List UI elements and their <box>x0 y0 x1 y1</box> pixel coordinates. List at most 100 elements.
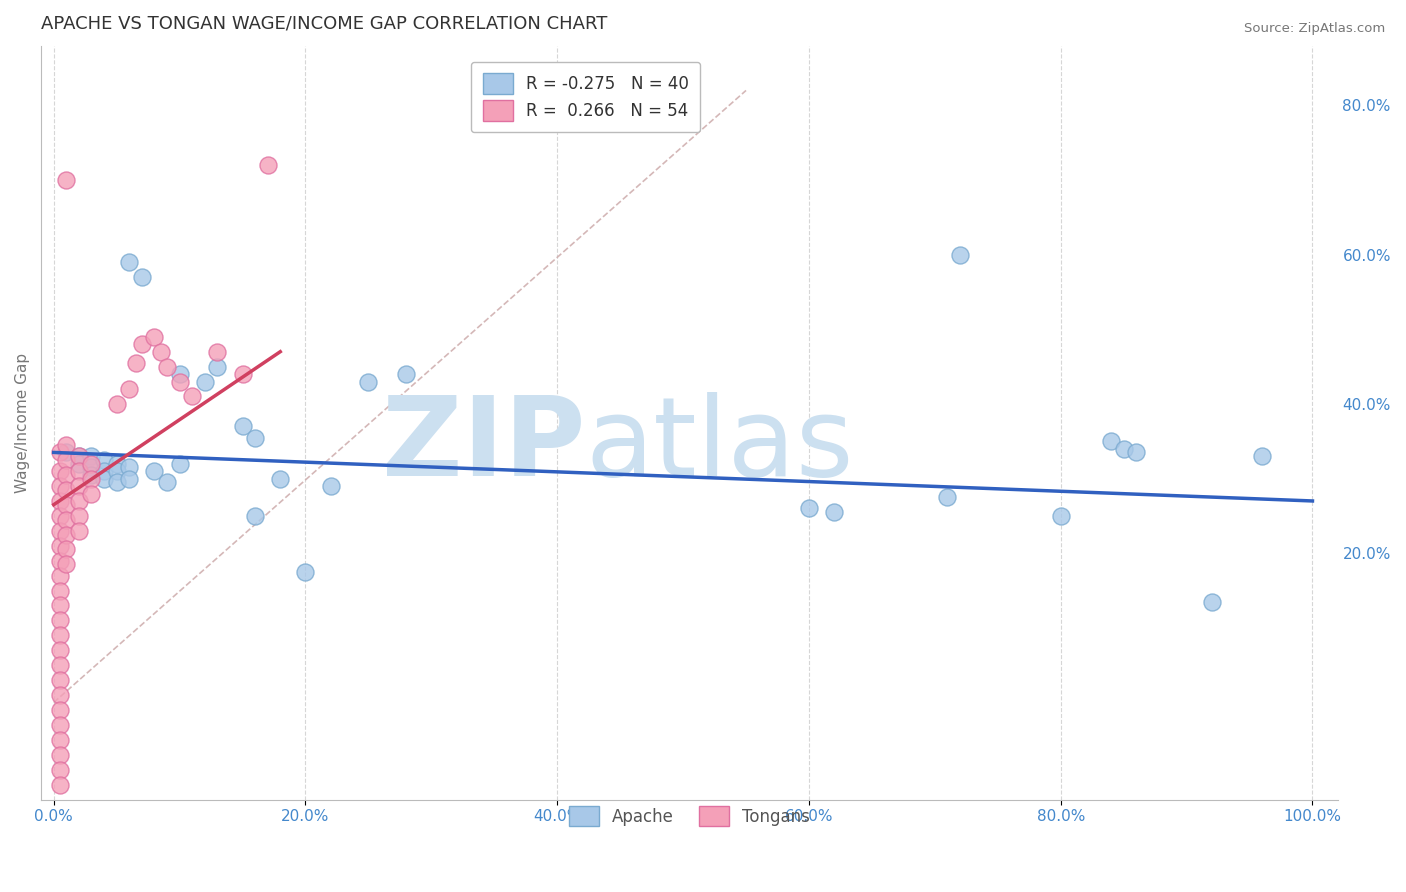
Point <box>118 472 141 486</box>
Point <box>118 460 141 475</box>
Point <box>294 565 316 579</box>
Point <box>49 445 72 459</box>
Point <box>156 475 179 490</box>
Point <box>269 472 291 486</box>
Point <box>80 460 103 475</box>
Point <box>1112 442 1135 456</box>
Point <box>93 464 115 478</box>
Point <box>93 472 115 486</box>
Point <box>67 457 90 471</box>
Point <box>80 449 103 463</box>
Point <box>49 658 72 673</box>
Point <box>105 475 128 490</box>
Point <box>49 747 72 762</box>
Point <box>49 673 72 687</box>
Point <box>124 356 146 370</box>
Point <box>105 464 128 478</box>
Point <box>395 367 418 381</box>
Point <box>143 330 166 344</box>
Point <box>194 375 217 389</box>
Point <box>169 457 191 471</box>
Point <box>169 375 191 389</box>
Point <box>49 718 72 732</box>
Point <box>949 247 972 261</box>
Point <box>49 703 72 717</box>
Point <box>1099 434 1122 449</box>
Point <box>67 494 90 508</box>
Point <box>55 438 77 452</box>
Point <box>105 457 128 471</box>
Point <box>936 490 959 504</box>
Point <box>49 599 72 613</box>
Point <box>49 732 72 747</box>
Point <box>169 367 191 381</box>
Point <box>80 457 103 471</box>
Point <box>797 501 820 516</box>
Point <box>93 453 115 467</box>
Point <box>67 479 90 493</box>
Point <box>49 508 72 523</box>
Point <box>55 513 77 527</box>
Point <box>118 255 141 269</box>
Point <box>55 467 77 482</box>
Point <box>49 688 72 702</box>
Text: Source: ZipAtlas.com: Source: ZipAtlas.com <box>1244 22 1385 36</box>
Point <box>156 359 179 374</box>
Point <box>49 763 72 777</box>
Legend: Apache, Tongans: Apache, Tongans <box>558 796 820 837</box>
Point <box>49 614 72 628</box>
Point <box>207 344 229 359</box>
Point <box>67 449 90 463</box>
Point <box>181 389 204 403</box>
Point <box>67 508 90 523</box>
Point <box>319 479 342 493</box>
Point <box>49 494 72 508</box>
Point <box>49 464 72 478</box>
Point <box>207 359 229 374</box>
Point <box>67 449 90 463</box>
Point <box>49 583 72 598</box>
Point <box>231 367 253 381</box>
Point <box>49 554 72 568</box>
Point <box>49 778 72 792</box>
Point <box>67 464 90 478</box>
Point <box>49 479 72 493</box>
Point <box>118 382 141 396</box>
Point <box>256 158 278 172</box>
Point <box>55 498 77 512</box>
Point <box>55 483 77 497</box>
Text: ZIP: ZIP <box>382 392 586 499</box>
Point <box>55 542 77 557</box>
Point <box>823 505 845 519</box>
Point <box>49 539 72 553</box>
Point <box>243 430 266 444</box>
Point <box>55 527 77 541</box>
Point <box>80 486 103 500</box>
Point <box>55 453 77 467</box>
Point <box>231 419 253 434</box>
Point <box>149 344 172 359</box>
Point <box>1251 449 1274 463</box>
Point <box>1201 595 1223 609</box>
Point <box>55 445 77 459</box>
Point <box>131 270 153 285</box>
Point <box>49 643 72 657</box>
Point <box>55 173 77 187</box>
Y-axis label: Wage/Income Gap: Wage/Income Gap <box>15 352 30 492</box>
Text: APACHE VS TONGAN WAGE/INCOME GAP CORRELATION CHART: APACHE VS TONGAN WAGE/INCOME GAP CORRELA… <box>41 15 607 33</box>
Point <box>49 628 72 642</box>
Point <box>243 508 266 523</box>
Point <box>80 467 103 482</box>
Point <box>143 464 166 478</box>
Point <box>49 524 72 538</box>
Point <box>67 524 90 538</box>
Point <box>357 375 380 389</box>
Point <box>55 558 77 572</box>
Point <box>1049 508 1071 523</box>
Text: atlas: atlas <box>586 392 855 499</box>
Point <box>49 568 72 582</box>
Point <box>1125 445 1147 459</box>
Point <box>131 337 153 351</box>
Point <box>105 397 128 411</box>
Point <box>80 472 103 486</box>
